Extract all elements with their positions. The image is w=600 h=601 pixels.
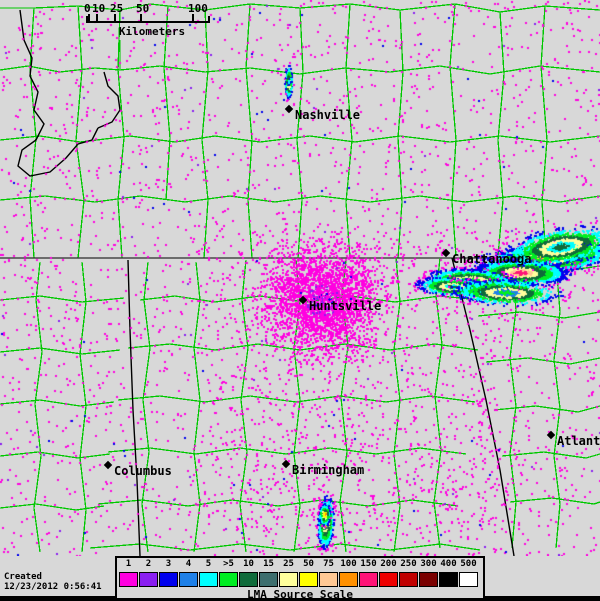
city-label: Chattanooga xyxy=(452,252,532,266)
legend-title: LMA Source Scale xyxy=(247,588,353,601)
legend-swatch-250[interactable] xyxy=(399,572,418,587)
legend-tick-labels: 1 2 3 4 5 >5 10 15 25 50 75 100 150 200 250 300 400 500 xyxy=(117,559,483,571)
legend-swatch-10[interactable] xyxy=(239,572,258,587)
scale-tickmark xyxy=(114,14,116,21)
scale-tickmark xyxy=(88,14,90,21)
legend-tick-100: 100 xyxy=(340,559,357,569)
city-label: Columbus xyxy=(114,464,172,478)
city-label: Atlanta xyxy=(557,434,600,448)
legend-tick-300: 300 xyxy=(420,559,437,569)
legend-tick-400: 400 xyxy=(440,559,457,569)
legend-tick-75: 75 xyxy=(323,559,334,569)
legend-tick-5: 5 xyxy=(205,559,212,569)
legend-tick->5: >5 xyxy=(223,559,234,569)
created-datetime: 12/23/2012 0:56:41 xyxy=(4,582,102,592)
legend-swatch-75[interactable] xyxy=(319,572,338,587)
legend-swatch-15[interactable] xyxy=(259,572,278,587)
legend-swatch-5[interactable] xyxy=(199,572,218,587)
scale-bar: 0 10 25 50 100 Kilometers xyxy=(82,2,222,38)
legend-tick-50: 50 xyxy=(303,559,314,569)
legend-tick-150: 150 xyxy=(360,559,377,569)
legend-swatch-400[interactable] xyxy=(439,572,458,587)
scale-tick-100: 100 xyxy=(188,2,208,15)
legend-swatch-1[interactable] xyxy=(119,572,138,587)
legend-tick-2: 2 xyxy=(145,559,152,569)
legend-swatch->5[interactable] xyxy=(219,572,238,587)
legend-swatch-300[interactable] xyxy=(419,572,438,587)
legend-tick-250: 250 xyxy=(400,559,417,569)
legend-tick-4: 4 xyxy=(185,559,192,569)
created-timestamp: Created 12/23/2012 0:56:41 xyxy=(4,572,102,592)
legend-tick-25: 25 xyxy=(283,559,294,569)
scale-bar-ticks: 0 10 25 50 100 xyxy=(82,2,222,15)
city-label: Nashville xyxy=(295,108,361,122)
lightning-source-points xyxy=(0,0,600,556)
legend-tick-10: 10 xyxy=(243,559,254,569)
legend-swatch-150[interactable] xyxy=(359,572,378,587)
city-label: Huntsville xyxy=(309,299,382,313)
legend-tick-200: 200 xyxy=(380,559,397,569)
scale-bar-rule xyxy=(86,14,210,23)
legend-swatch-500[interactable] xyxy=(459,572,478,587)
legend-tick-500: 500 xyxy=(460,559,477,569)
scale-tickmark xyxy=(96,14,98,21)
scale-tick-50: 50 xyxy=(136,2,150,15)
scale-tick-0: 0 xyxy=(84,2,91,15)
scale-tick-10: 10 xyxy=(92,2,106,15)
legend-swatch-50[interactable] xyxy=(299,572,318,587)
map-canvas[interactable]: 0 10 25 50 100 Kilometers Nashville Huntsvill… xyxy=(0,0,600,556)
scale-tick-25: 25 xyxy=(110,2,124,15)
legend-swatch-25[interactable] xyxy=(279,572,298,587)
legend-tick-3: 3 xyxy=(165,559,172,569)
legend-swatch-2[interactable] xyxy=(139,572,158,587)
legend-swatch-3[interactable] xyxy=(159,572,178,587)
scale-tickmark xyxy=(140,14,142,21)
created-label: Created xyxy=(4,572,42,582)
legend-color-swatches xyxy=(119,572,479,587)
city-label: Birmingham xyxy=(292,463,365,477)
scale-bar-label: Kilometers xyxy=(118,25,186,38)
scale-tickmark xyxy=(192,14,194,21)
legend-swatch-200[interactable] xyxy=(379,572,398,587)
legend-swatch-4[interactable] xyxy=(179,572,198,587)
lma-source-scale-legend[interactable]: 1 2 3 4 5 >5 10 15 25 50 75 100 150 200 250 300 400 500 L… xyxy=(115,556,485,601)
legend-swatch-100[interactable] xyxy=(339,572,358,587)
legend-tick-1: 1 xyxy=(125,559,132,569)
legend-tick-15: 15 xyxy=(263,559,274,569)
